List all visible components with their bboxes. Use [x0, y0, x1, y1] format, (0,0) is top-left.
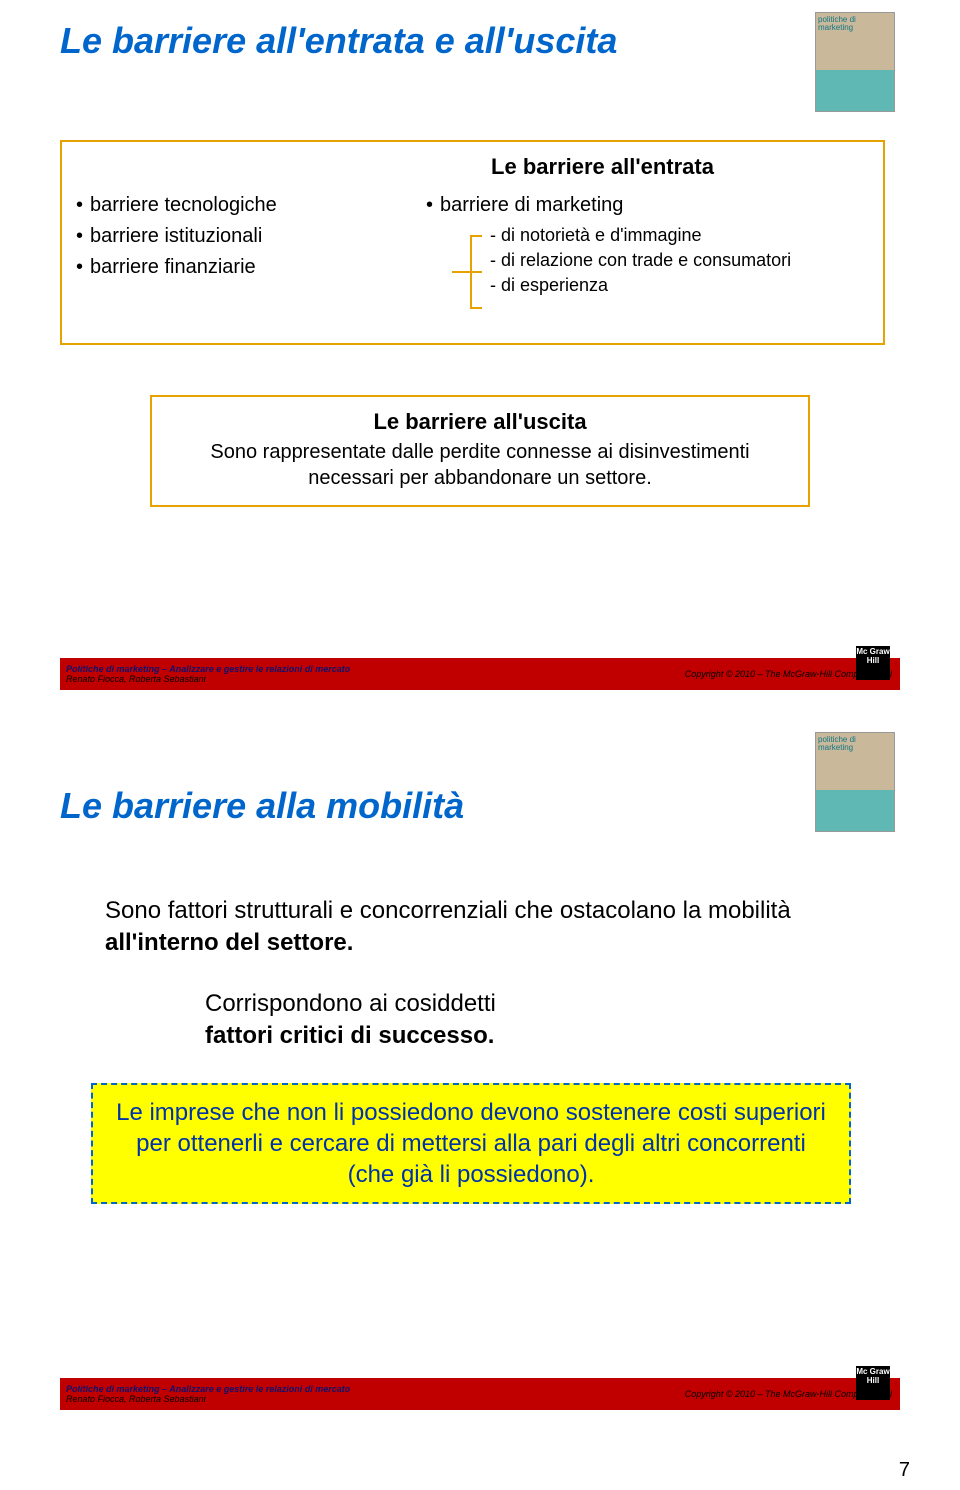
- footer-title-1: Politiche di marketing – Analizzare e ge…: [66, 664, 350, 674]
- slide1-title: Le barriere all'entrata e all'uscita: [60, 20, 760, 61]
- connector-lead: [452, 271, 470, 273]
- uscita-heading: Le barriere all'uscita: [166, 409, 794, 435]
- entrata-left-2: barriere finanziarie: [76, 256, 406, 279]
- slide2-p2: Corrispondono ai cosiddetti fattori crit…: [205, 988, 835, 1053]
- publisher-logo-2: Mc Graw Hill: [856, 1366, 890, 1400]
- entrata-left-1: barriere istituzionali: [76, 225, 406, 248]
- slide-1: Le barriere all'entrata e all'uscita pol…: [0, 0, 960, 720]
- slide2-p1: Sono fattori strutturali e concorrenzial…: [105, 895, 835, 960]
- book-cover-2: politiche di marketing: [815, 732, 895, 832]
- slide2-p2a: Corrispondono ai cosiddetti: [205, 990, 496, 1017]
- footer-left-1: Politiche di marketing – Analizzare e ge…: [66, 664, 350, 685]
- publisher-logo-1: Mc Graw Hill: [856, 646, 890, 680]
- entrata-sub-2: - di esperienza: [490, 275, 869, 296]
- slide2-highlight-box: Le imprese che non li possiedono devono …: [91, 1083, 851, 1205]
- entrata-columns: barriere tecnologiche barriere istituzio…: [76, 186, 869, 300]
- slide2-body: Sono fattori strutturali e concorrenzial…: [105, 895, 835, 1204]
- page-number: 7: [899, 1459, 910, 1482]
- entrata-sub-group: - di notorietà e d'immagine - di relazio…: [426, 225, 869, 296]
- uscita-text: Sono rappresentate dalle perdite conness…: [166, 439, 794, 491]
- uscita-box: Le barriere all'uscita Sono rappresentat…: [150, 395, 810, 507]
- connector-mid: [470, 271, 482, 273]
- book-cover-label: politiche di marketing: [816, 13, 894, 35]
- slide2-p1a: Sono fattori strutturali e concorrenzial…: [105, 897, 791, 924]
- footer-bar-1: Politiche di marketing – Analizzare e ge…: [60, 658, 900, 690]
- footer-authors-1: Renato Fiocca, Roberta Sebastiani: [66, 674, 350, 684]
- entrata-right: barriere di marketing: [426, 194, 869, 217]
- book-cover-label-2: politiche di marketing: [816, 733, 894, 755]
- entrata-sub-0: - di notorietà e d'immagine: [490, 225, 869, 246]
- entrata-sub-1: - di relazione con trade e consumatori: [490, 250, 869, 271]
- footer-left-2: Politiche di marketing – Analizzare e ge…: [66, 1384, 350, 1405]
- slide2-p1b: all'interno del settore.: [105, 929, 353, 956]
- slide2-title: Le barriere alla mobilità: [60, 785, 760, 826]
- entrata-heading: Le barriere all'entrata: [336, 154, 869, 180]
- slide-2: Le barriere alla mobilità politiche di m…: [0, 720, 960, 1440]
- entrata-left-col: barriere tecnologiche barriere istituzio…: [76, 186, 406, 300]
- entrata-box: Le barriere all'entrata barriere tecnolo…: [60, 140, 885, 345]
- footer-authors-2: Renato Fiocca, Roberta Sebastiani: [66, 1394, 350, 1404]
- slide2-p2b: fattori critici di successo.: [205, 1022, 494, 1049]
- book-cover: politiche di marketing: [815, 12, 895, 112]
- entrata-right-col: barriere di marketing - di notorietà e d…: [426, 186, 869, 300]
- footer-title-2: Politiche di marketing – Analizzare e ge…: [66, 1384, 350, 1394]
- entrata-left-0: barriere tecnologiche: [76, 194, 406, 217]
- footer-bar-2: Politiche di marketing – Analizzare e ge…: [60, 1378, 900, 1410]
